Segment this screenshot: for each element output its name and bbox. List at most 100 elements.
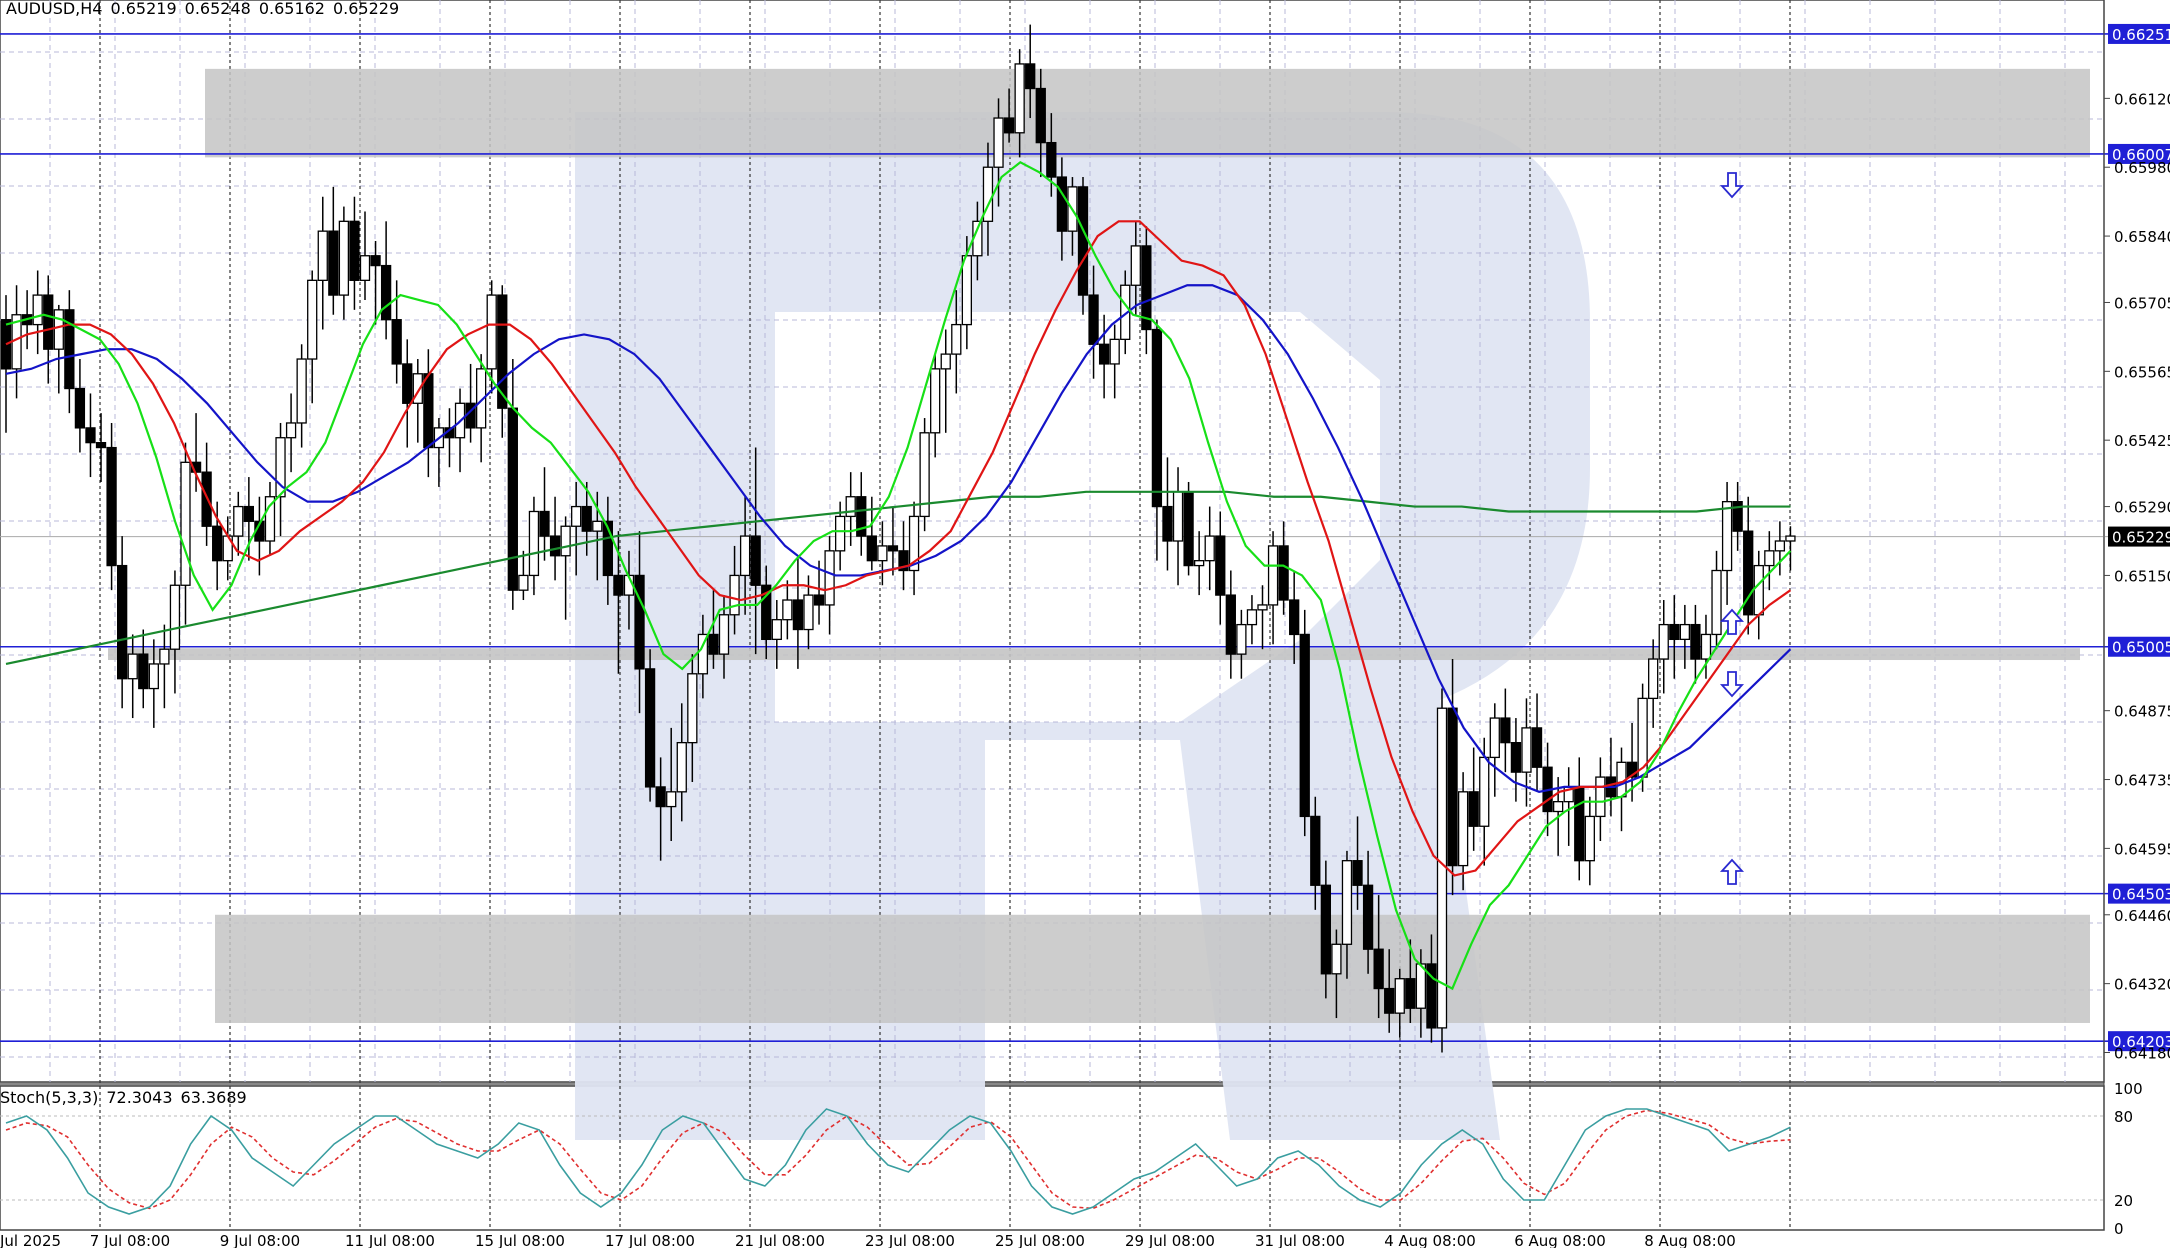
candle-body [644,668,656,788]
candle-body [1732,501,1743,532]
candle-body [571,505,582,527]
candle-body [1711,569,1722,636]
candle-body [296,358,307,424]
candle-body [951,323,962,355]
candle-body [560,525,571,557]
ma-mid-line [5,220,1792,877]
candle-body [1415,963,1427,1009]
current-price-label: 0.65229 [2112,529,2170,547]
price-zone [215,914,2090,1023]
candle-body [866,535,877,562]
high-value: 0.65248 [184,0,251,18]
candle-body [782,599,793,621]
candle-body [1172,491,1184,542]
candle-body [1088,294,1099,345]
candle-body [1690,623,1701,660]
candle-body [1341,860,1353,945]
candle-body [1046,141,1057,178]
candle-body [1151,328,1163,508]
candle-body [1457,791,1469,867]
axis-label: 0.65290 [2114,499,2170,517]
candle-body [1204,535,1215,562]
candle-body [1362,884,1374,950]
stoch-axis-label: 100 [2114,1080,2143,1098]
candle-body [391,319,402,365]
candle-body [1056,176,1068,232]
level-tag [2108,143,2170,164]
candle-body [1479,756,1490,827]
level-label: 0.64203 [2112,1033,2170,1051]
candle-body [1774,540,1786,552]
candle-body [1141,245,1152,331]
time-label: 9 Jul 08:00 [220,1232,300,1248]
axis-label: 0.64460 [2114,907,2170,925]
candle-body [127,653,138,680]
level-label: 0.66251 [2112,26,2170,44]
candle-body [1109,338,1120,365]
stoch-axis-label: 80 [2114,1108,2133,1126]
candle-body [1193,560,1205,567]
candle-body [285,422,297,439]
candle-body [1595,776,1606,818]
price-zone [205,68,2090,158]
candle-body [317,230,328,281]
watermark-logo [575,112,1590,1140]
candle-body [1531,727,1543,768]
candle-body [359,255,371,281]
candle-body [961,255,973,326]
time-label: 17 Jul 08:00 [605,1232,695,1248]
down-arrow-icon [1719,172,1745,199]
candle-body [1225,594,1236,655]
candle-body [908,515,920,572]
candle-body [180,461,191,586]
candle-body [1648,658,1659,700]
candle-body [1162,505,1173,542]
candle-body [338,220,350,296]
axis-label: 0.65425 [2114,432,2170,450]
time-axis: Jul 2025 7 Jul 08:00 9 Jul 08:00 11 Jul 08:… [0,1232,1736,1248]
candle-body [1658,623,1669,660]
candle-body [1183,491,1194,567]
low-value: 0.65162 [258,0,325,18]
axis-label: 0.66120 [2114,90,2170,108]
candle-body [1130,245,1141,286]
candle-body [212,525,223,562]
candle-body [243,505,255,522]
close-value: 0.65229 [332,0,400,18]
axis-label: 0.64875 [2114,703,2170,721]
candle-body [1320,884,1332,975]
candle-body [74,387,86,429]
candle-body [676,741,687,793]
candle-body [1574,786,1585,862]
candle-body [64,309,75,390]
candle-body [887,545,899,552]
axis-label: 0.65840 [2114,228,2170,246]
candle-body [919,432,930,518]
candle-body [1468,791,1479,827]
time-label: 6 Aug 08:00 [1514,1232,1606,1248]
candle-body [1764,550,1775,567]
candle-body [1352,860,1363,886]
candle-body [592,520,603,532]
candle-body [1679,623,1691,641]
candle-body [1373,948,1384,990]
candle-body [1077,186,1089,296]
candle-body [1299,633,1310,818]
candle-body [1025,63,1036,90]
candle-body [1331,943,1342,975]
level-tag [2108,636,2170,657]
time-label: 21 Jul 08:00 [735,1232,825,1248]
time-label: 23 Jul 08:00 [865,1232,955,1248]
candle-body [1278,545,1289,601]
candle-body [750,535,761,586]
candle-body [349,220,360,281]
level-label: 0.66007 [2112,146,2170,164]
time-label: 8 Aug 08:00 [1644,1232,1736,1248]
candle-body [1405,978,1416,1009]
candle-body [475,368,487,429]
signal-arrows [1719,172,1745,885]
candle-body [138,653,149,690]
open-value: 0.65219 [110,0,177,18]
candle-body [1510,741,1522,773]
